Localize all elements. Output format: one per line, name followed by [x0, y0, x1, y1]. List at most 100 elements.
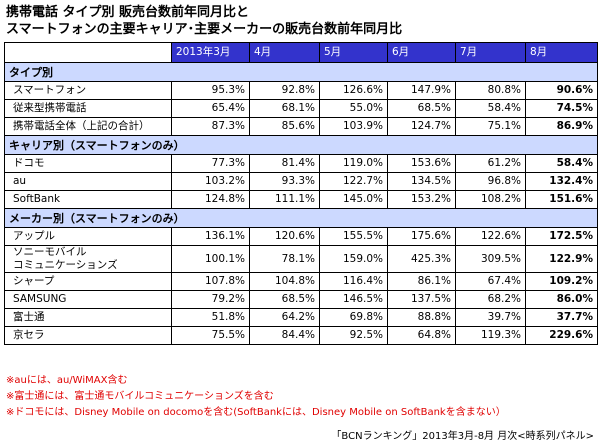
value-cell: 86.0% [525, 290, 598, 309]
header-row: 2013年3月 4月 5月 6月 7月 8月 [4, 42, 598, 63]
value-cell: 175.6% [387, 227, 456, 246]
value-cell: 120.6% [249, 227, 320, 246]
value-cell: 58.4% [525, 154, 598, 173]
row-label: 従来型携帯電話 [4, 99, 172, 118]
value-cell: 75.5% [171, 326, 250, 345]
value-cell: 132.4% [525, 172, 598, 191]
row-label-line: アップル [13, 230, 55, 242]
value-cell: 151.6% [525, 190, 598, 209]
column-header: 7月 [455, 42, 526, 63]
value-cell: 104.8% [249, 272, 320, 291]
value-cell: 103.2% [171, 172, 250, 191]
value-cell: 111.1% [249, 190, 320, 209]
value-cell: 100.1% [171, 245, 250, 273]
value-cell: 153.6% [387, 154, 456, 173]
value-cell: 81.4% [249, 154, 320, 173]
source: 「BCNランキング」2013年3月-8月 月次<時系列パネル> [331, 431, 594, 442]
note: ※auには、au/WiMAX含む [6, 375, 128, 386]
value-cell: 55.0% [319, 99, 388, 118]
note: ※富士通には、富士通モバイルコミュニケーションズを含む [6, 391, 274, 402]
value-cell: 51.8% [171, 308, 250, 327]
column-header: 5月 [319, 42, 388, 63]
value-cell: 126.6% [319, 81, 388, 100]
column-header: 6月 [387, 42, 456, 63]
value-cell: 88.8% [387, 308, 456, 327]
value-cell: 172.5% [525, 227, 598, 246]
value-cell: 95.3% [171, 81, 250, 100]
row-label: ソニーモバイル コミュニケーションズ [4, 245, 172, 273]
data-row: 富士通 51.8% 64.2% 69.8% 88.8% 39.7% 37.7% [4, 308, 598, 327]
value-cell: 93.3% [249, 172, 320, 191]
value-cell: 425.3% [387, 245, 456, 273]
value-cell: 78.1% [249, 245, 320, 273]
row-label-line: 富士通 [13, 311, 45, 323]
value-cell: 137.5% [387, 290, 456, 309]
value-cell: 119.3% [455, 326, 526, 345]
value-cell: 85.6% [249, 117, 320, 136]
row-label-line: 従来型携帯電話 [13, 102, 87, 114]
data-row: アップル 136.1% 120.6% 155.5% 175.6% 122.6% 172.5% [4, 227, 598, 246]
column-header: 2013年3月 [171, 42, 250, 63]
value-cell: 92.8% [249, 81, 320, 100]
value-cell: 119.0% [319, 154, 388, 173]
value-cell: 122.6% [455, 227, 526, 246]
value-cell: 90.6% [525, 81, 598, 100]
row-label-line: au [13, 175, 27, 187]
row-label: SAMSUNG [4, 290, 172, 309]
title-line: 携帯電話 タイプ別 販売台数前年同月比と [6, 5, 250, 20]
table-body: タイプ別 スマートフォン 95.3% 92.8% 126.6% 147.9% 80.8% 90… [4, 62, 598, 345]
value-cell: 68.5% [387, 99, 456, 118]
value-cell: 109.2% [525, 272, 598, 291]
value-cell: 68.2% [455, 290, 526, 309]
row-label: シャープ [4, 272, 172, 291]
value-cell: 108.2% [455, 190, 526, 209]
data-row: SAMSUNG 79.2% 68.5% 146.5% 137.5% 68.2% 86.0% [4, 290, 598, 309]
title: 携帯電話 タイプ別 販売台数前年同月比と スマートフォンの主要キャリア･主要メー… [6, 4, 402, 38]
value-cell: 77.3% [171, 154, 250, 173]
value-cell: 79.2% [171, 290, 250, 309]
value-cell: 136.1% [171, 227, 250, 246]
row-label: 携帯電話全体（上記の合計） [4, 117, 172, 136]
section-row: キャリア別（スマートフォンのみ） [4, 135, 598, 155]
header-cell [4, 42, 172, 63]
section-title: メーカー別（スマートフォンのみ） [4, 208, 598, 228]
title-line: スマートフォンの主要キャリア･主要メーカーの販売台数前年同月比 [6, 22, 403, 37]
data-row: SoftBank 124.8% 111.1% 145.0% 153.2% 108.2% 15… [4, 190, 598, 209]
section-title: キャリア別（スマートフォンのみ） [4, 135, 598, 155]
data-row: シャープ 107.8% 104.8% 116.4% 86.1% 67.4% 109.2% [4, 272, 598, 291]
value-cell: 80.8% [455, 81, 526, 100]
section-title: タイプ別 [4, 62, 598, 82]
row-label: SoftBank [4, 190, 172, 209]
value-cell: 75.1% [455, 117, 526, 136]
value-cell: 134.5% [387, 172, 456, 191]
value-cell: 153.2% [387, 190, 456, 209]
value-cell: 68.5% [249, 290, 320, 309]
value-cell: 159.0% [319, 245, 388, 273]
notes: ※auには、au/WiMAX含む ※富士通には、富士通モバイルコミュニケーションズ… [6, 373, 506, 421]
value-cell: 86.9% [525, 117, 598, 136]
row-label: 京セラ [4, 326, 172, 345]
table: 2013年3月 4月 5月 6月 7月 8月 タイプ別 スマートフォン 95.3% 92.8% 1… [4, 42, 598, 345]
data-row: スマートフォン 95.3% 92.8% 126.6% 147.9% 80.8% 90.6% [4, 81, 598, 100]
row-label-line: シャープ [13, 275, 55, 287]
value-cell: 69.8% [319, 308, 388, 327]
row-label: 富士通 [4, 308, 172, 327]
data-row: ドコモ 77.3% 81.4% 119.0% 153.6% 61.2% 58.4% [4, 154, 598, 173]
value-cell: 124.8% [171, 190, 250, 209]
data-row: ソニーモバイル コミュニケーションズ 100.1% 78.1% 159.0% 425.3%… [4, 245, 598, 273]
value-cell: 229.6% [525, 326, 598, 345]
row-label-line: SAMSUNG [13, 293, 67, 305]
value-cell: 145.0% [319, 190, 388, 209]
data-row: 携帯電話全体（上記の合計） 87.3% 85.6% 103.9% 124.7% 75.1%… [4, 117, 598, 136]
value-cell: 107.8% [171, 272, 250, 291]
row-label-line: SoftBank [13, 193, 61, 205]
value-cell: 84.4% [249, 326, 320, 345]
value-cell: 147.9% [387, 81, 456, 100]
value-cell: 103.9% [319, 117, 388, 136]
value-cell: 122.9% [525, 245, 598, 273]
column-header: 8月 [525, 42, 598, 63]
row-label: アップル [4, 227, 172, 246]
row-label-line: コミュニケーションズ [13, 259, 118, 271]
row-label: au [4, 172, 172, 191]
value-cell: 65.4% [171, 99, 250, 118]
